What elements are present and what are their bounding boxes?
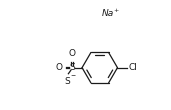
Text: S: S	[64, 77, 70, 86]
Text: S: S	[69, 63, 75, 72]
Text: Na: Na	[102, 9, 114, 18]
Text: Cl: Cl	[128, 63, 137, 72]
Text: +: +	[114, 8, 119, 13]
Text: O: O	[69, 49, 76, 58]
Text: −: −	[70, 72, 76, 77]
Text: O: O	[55, 63, 62, 72]
